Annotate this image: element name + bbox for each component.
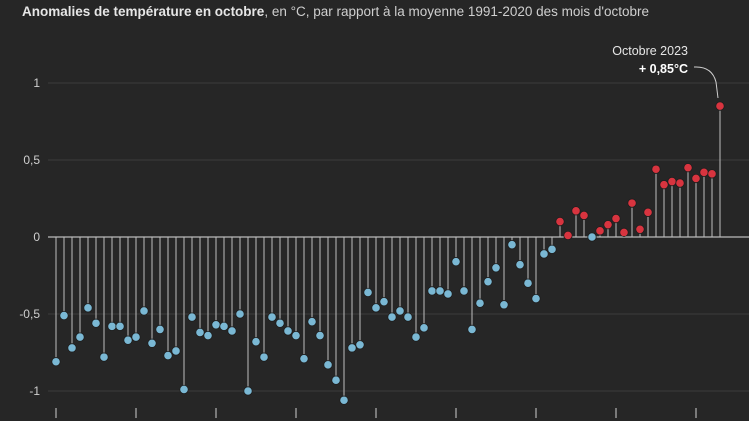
data-point xyxy=(219,321,229,331)
data-point xyxy=(523,278,533,288)
data-point xyxy=(635,224,645,234)
data-point xyxy=(667,176,677,187)
data-point xyxy=(203,330,213,341)
data-point xyxy=(507,240,517,250)
chart-title: Anomalies de température en octobre, en … xyxy=(22,4,649,19)
data-point xyxy=(651,164,661,174)
dot-layer xyxy=(51,101,725,405)
y-tick-label: -0,5 xyxy=(19,307,40,321)
data-point xyxy=(347,343,357,353)
data-point xyxy=(419,323,429,333)
data-point xyxy=(299,354,309,364)
data-point xyxy=(499,300,509,310)
data-point xyxy=(147,338,157,348)
data-point xyxy=(91,318,101,328)
data-point xyxy=(515,260,525,270)
data-point xyxy=(331,375,341,385)
annotation-label: Octobre 2023 xyxy=(612,44,688,58)
data-point xyxy=(131,332,141,342)
data-point xyxy=(603,220,613,230)
data-point xyxy=(627,198,637,208)
data-point xyxy=(195,327,205,338)
annotation-value: + 0,85°C xyxy=(639,62,688,76)
data-point xyxy=(539,249,549,259)
data-point xyxy=(155,324,165,334)
data-point xyxy=(59,310,69,321)
data-point xyxy=(435,286,445,296)
data-point xyxy=(139,306,149,316)
y-tick-label: 0,5 xyxy=(23,153,40,167)
data-point xyxy=(243,386,253,396)
data-point xyxy=(587,232,597,242)
data-point xyxy=(427,286,437,296)
data-point xyxy=(691,173,701,184)
data-point xyxy=(323,360,333,370)
data-point xyxy=(51,357,61,367)
data-point xyxy=(395,306,405,316)
data-point xyxy=(187,312,197,322)
data-point xyxy=(163,350,173,361)
data-point xyxy=(75,332,85,342)
data-point xyxy=(251,337,261,347)
data-point xyxy=(363,287,373,298)
data-point xyxy=(227,326,237,336)
data-point xyxy=(531,293,541,304)
data-point xyxy=(459,286,469,296)
data-point xyxy=(291,330,301,341)
data-point xyxy=(235,309,245,319)
chart-title-bold: Anomalies de température en octobre xyxy=(22,4,265,19)
data-point xyxy=(179,384,189,395)
data-point xyxy=(211,320,221,330)
data-point xyxy=(483,277,493,287)
data-point xyxy=(123,335,133,345)
data-point xyxy=(267,312,277,322)
data-point xyxy=(683,163,693,173)
data-point xyxy=(611,213,621,224)
data-point xyxy=(387,312,397,322)
data-point xyxy=(379,297,389,307)
data-point xyxy=(403,312,413,322)
data-point xyxy=(491,263,501,273)
data-point xyxy=(563,230,573,241)
data-point xyxy=(595,226,605,236)
data-point xyxy=(699,167,709,177)
data-point xyxy=(707,169,717,179)
data-point xyxy=(283,326,293,336)
data-point xyxy=(675,178,685,188)
data-point xyxy=(659,180,669,190)
data-point xyxy=(411,332,421,342)
data-point xyxy=(571,206,581,216)
data-point xyxy=(619,227,629,237)
data-point xyxy=(355,340,365,350)
data-point xyxy=(67,343,77,353)
data-point xyxy=(443,289,453,299)
annotation-layer: Octobre 2023 + 0,85°C xyxy=(612,44,719,99)
data-point xyxy=(307,317,317,327)
y-tick-label: -1 xyxy=(29,384,40,398)
data-point xyxy=(555,217,565,227)
data-point xyxy=(275,318,285,328)
data-point xyxy=(547,244,557,254)
data-point xyxy=(451,257,461,267)
data-point xyxy=(475,298,485,308)
data-point xyxy=(579,210,589,221)
y-tick-label: 0 xyxy=(33,230,40,244)
data-point xyxy=(115,321,125,331)
data-point xyxy=(83,303,93,313)
data-point xyxy=(715,101,725,111)
data-point xyxy=(171,346,181,356)
chart-title-rest: , en °C, par rapport à la moyenne 1991-2… xyxy=(264,4,650,19)
data-point xyxy=(259,352,269,362)
data-point xyxy=(315,330,325,341)
data-point xyxy=(99,352,109,362)
stem-layer xyxy=(55,106,721,401)
data-point xyxy=(339,395,349,405)
y-tick-label: 1 xyxy=(33,76,40,90)
data-point xyxy=(107,321,117,331)
data-point xyxy=(371,303,381,313)
data-point xyxy=(643,207,653,217)
annotation-leader-line xyxy=(693,66,719,99)
data-point xyxy=(467,324,477,334)
